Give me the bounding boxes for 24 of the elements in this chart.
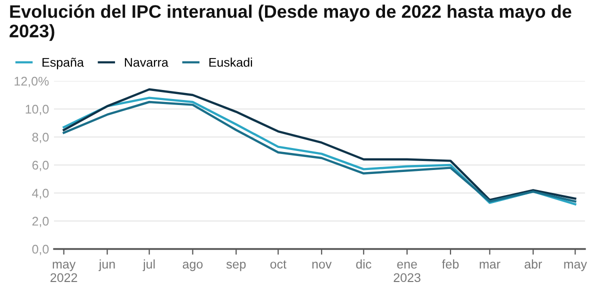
x-tick-label: mar <box>480 262 500 269</box>
chart-title: Evolución del IPC interanual (Desde mayo de 2022 hasta mayo de 2023) <box>10 4 572 41</box>
y-tick-label: 10,0 <box>26 104 49 116</box>
legend-label: España <box>42 58 84 70</box>
x-tick-label: oct <box>270 260 286 269</box>
x-tick-label: ago <box>182 262 203 272</box>
x-tick-label: jul <box>142 259 155 272</box>
y-tick-label: 12,0% <box>14 76 49 88</box>
y-tick-label: 4,0 <box>32 188 49 200</box>
y-tick-label: 8,0 <box>32 132 49 144</box>
x-tick-label: ene 2023 <box>394 262 420 282</box>
x-tick-label: feb <box>442 259 459 269</box>
y-tick-label: 2,0 <box>32 216 49 228</box>
x-tick-label: nov <box>312 262 332 269</box>
x-tick-label: abr <box>524 259 542 269</box>
legend-label: Navarra <box>124 58 168 67</box>
y-tick-label: 6,0 <box>32 160 49 172</box>
x-tick-label: jun <box>98 259 115 272</box>
x-tick-label: may <box>564 262 587 272</box>
x-tick-label: dic <box>356 259 372 269</box>
x-tick-label: may 2022 <box>50 262 78 282</box>
legend-label: Euskadi <box>209 58 252 67</box>
x-tick-label: sep <box>226 262 246 272</box>
y-tick-label: 0,0 <box>32 244 49 256</box>
